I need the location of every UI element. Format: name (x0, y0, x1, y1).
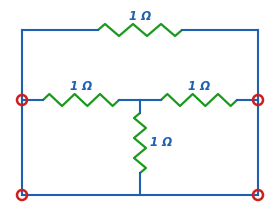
Text: 1 Ω: 1 Ω (129, 10, 151, 23)
Text: 1 Ω: 1 Ω (150, 137, 172, 149)
Text: 1 Ω: 1 Ω (70, 80, 92, 93)
Text: 1 Ω: 1 Ω (188, 80, 210, 93)
